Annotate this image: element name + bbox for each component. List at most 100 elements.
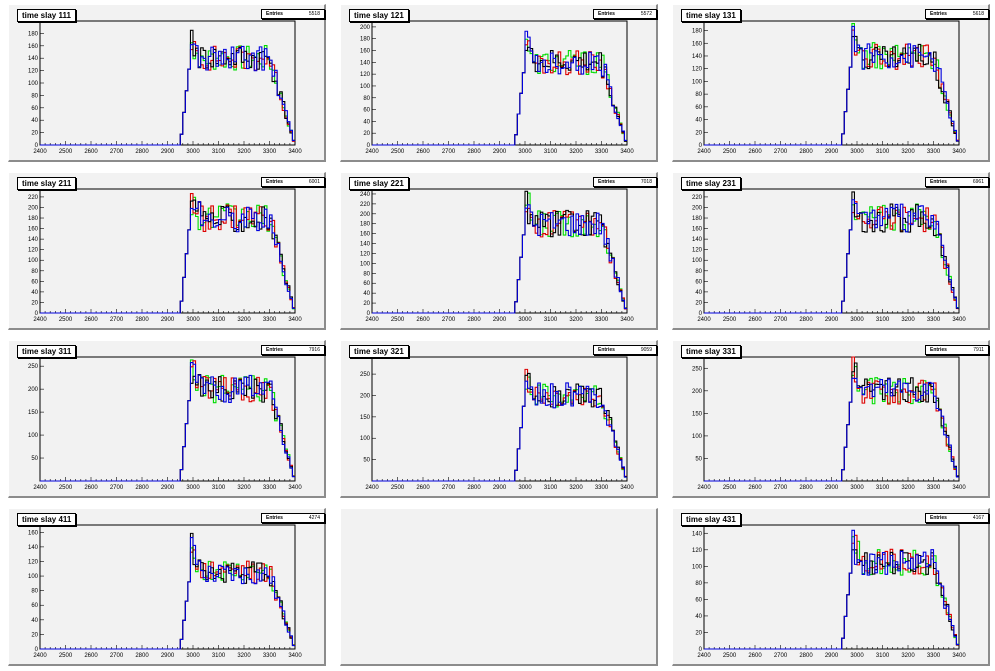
x-tick-label: 3000 [850,485,864,491]
plot-frame [371,188,628,314]
x-tick-label: 2900 [493,317,507,323]
pad-title: time slay 121 [349,9,409,22]
x-tick-label: 3400 [288,485,302,491]
x-tick-label: 2900 [825,149,839,155]
y-tick-label: 140 [28,56,39,62]
x-tick-label: 3200 [237,485,251,491]
x-tick-label: 2900 [161,149,175,155]
histogram-pad: 2400 2500 2600 2700 2800 2900 3000 3100 3200 3300… [672,172,990,330]
y-tick-label: 20 [31,300,38,306]
y-tick-label: 120 [28,559,39,565]
x-tick-label: 2500 [59,317,73,323]
stats-entries-value: 5572 [640,11,652,17]
y-tick-label: 80 [695,581,702,587]
stats-entries-label: Entries [930,515,947,521]
y-tick-label: 0 [367,143,371,149]
x-tick-label: 2800 [135,149,149,155]
y-tick-label: 150 [692,411,703,417]
y-tick-label: 60 [31,106,38,112]
pad-title: time slay 321 [349,345,409,358]
x-tick-label: 2500 [723,653,737,659]
histogram-pad: 2400 2500 2600 2700 2800 2900 3000 3100 3200 3300… [672,4,990,162]
y-tick-label: 100 [692,434,703,440]
y-tick-label: 180 [28,31,39,37]
x-tick-label: 3100 [544,149,558,155]
stats-entries-value: 7911 [973,347,984,353]
stats-entries-value: 7916 [308,347,320,353]
x-tick-label: 3400 [952,485,966,491]
x-tick-label: 2900 [493,149,507,155]
x-tick-label: 2700 [774,317,788,323]
y-tick-label: 200 [28,205,39,211]
x-tick-label: 2500 [391,485,405,491]
x-tick-label: 2500 [59,485,73,491]
x-tick-label: 3300 [263,485,277,491]
x-tick-label: 3000 [518,149,532,155]
histogram-series [704,534,959,650]
plot-frame [39,524,296,650]
x-tick-label: 3200 [901,653,915,659]
stats-entries-value: 6001 [308,179,320,185]
x-tick-label: 3000 [518,317,532,323]
y-tick-label: 160 [360,232,371,238]
y-tick-label: 180 [692,216,703,222]
y-tick-label: 100 [692,258,703,264]
histogram-svg: 2400 2500 2600 2700 2800 2900 3000 3100 3200 3300… [692,188,966,323]
pad-title: time slay 211 [17,177,77,190]
y-tick-label: 60 [31,603,38,609]
y-tick-label: 250 [28,364,39,370]
x-tick-label: 2400 [33,149,47,155]
x-tick-label: 2700 [110,653,124,659]
x-tick-label: 2500 [391,317,405,323]
plot-frame [371,20,628,146]
y-tick-label: 160 [692,41,703,47]
stats-box: Entries 7916 [261,345,325,355]
x-tick-label: 2700 [442,485,456,491]
y-tick-label: 40 [31,618,38,624]
x-tick-label: 3000 [850,149,864,155]
histogram-pad: 2400 2500 2600 2700 2800 2900 3000 3100 3200 3300… [672,508,990,666]
x-tick-label: 2600 [416,149,430,155]
stats-entries-value: 4274 [308,515,320,521]
x-tick-label: 2600 [748,653,762,659]
y-tick-label: 40 [695,614,702,620]
y-tick-label: 140 [360,60,371,66]
stats-entries-label: Entries [598,11,615,17]
x-tick-label: 2400 [33,653,47,659]
y-tick-label: 0 [35,143,39,149]
stats-entries-label: Entries [930,11,947,17]
x-tick-label: 2800 [135,653,149,659]
y-tick-label: 100 [28,81,39,87]
x-tick-label: 2600 [84,317,98,323]
x-tick-label: 2900 [161,653,175,659]
y-tick-label: 120 [360,251,371,257]
x-tick-label: 3400 [952,653,966,659]
y-tick-label: 180 [360,37,371,43]
x-tick-label: 3400 [952,149,966,155]
x-tick-label: 3100 [876,653,890,659]
y-tick-label: 40 [363,291,370,297]
x-tick-label: 2600 [416,317,430,323]
x-tick-label: 3300 [595,149,609,155]
y-tick-label: 40 [695,290,702,296]
y-tick-label: 120 [28,248,39,254]
histogram-svg: 2400 2500 2600 2700 2800 2900 3000 3100 3200 3300… [360,188,634,323]
pad-title: time slay 331 [681,345,741,358]
y-tick-label: 50 [363,458,370,464]
y-tick-label: 200 [692,205,703,211]
x-tick-label: 2500 [723,485,737,491]
histogram-svg: 2400 2500 2600 2700 2800 2900 3000 3100 3200 3300… [692,524,966,659]
plot-frame [703,356,960,482]
histogram-svg: 2400 2500 2600 2700 2800 2900 3000 3100 3200 3300… [28,19,302,155]
stats-box: Entries 9059 [593,345,657,355]
stats-box: Entries 5618 [925,9,989,19]
histogram-series [704,23,959,146]
x-tick-label: 2900 [825,317,839,323]
y-tick-label: 200 [360,212,371,218]
y-tick-label: 50 [695,456,702,462]
x-tick-label: 2900 [161,317,175,323]
y-tick-label: 60 [695,279,702,285]
stats-entries-label: Entries [266,515,283,521]
x-tick-label: 3000 [518,485,532,491]
x-tick-label: 2700 [442,317,456,323]
